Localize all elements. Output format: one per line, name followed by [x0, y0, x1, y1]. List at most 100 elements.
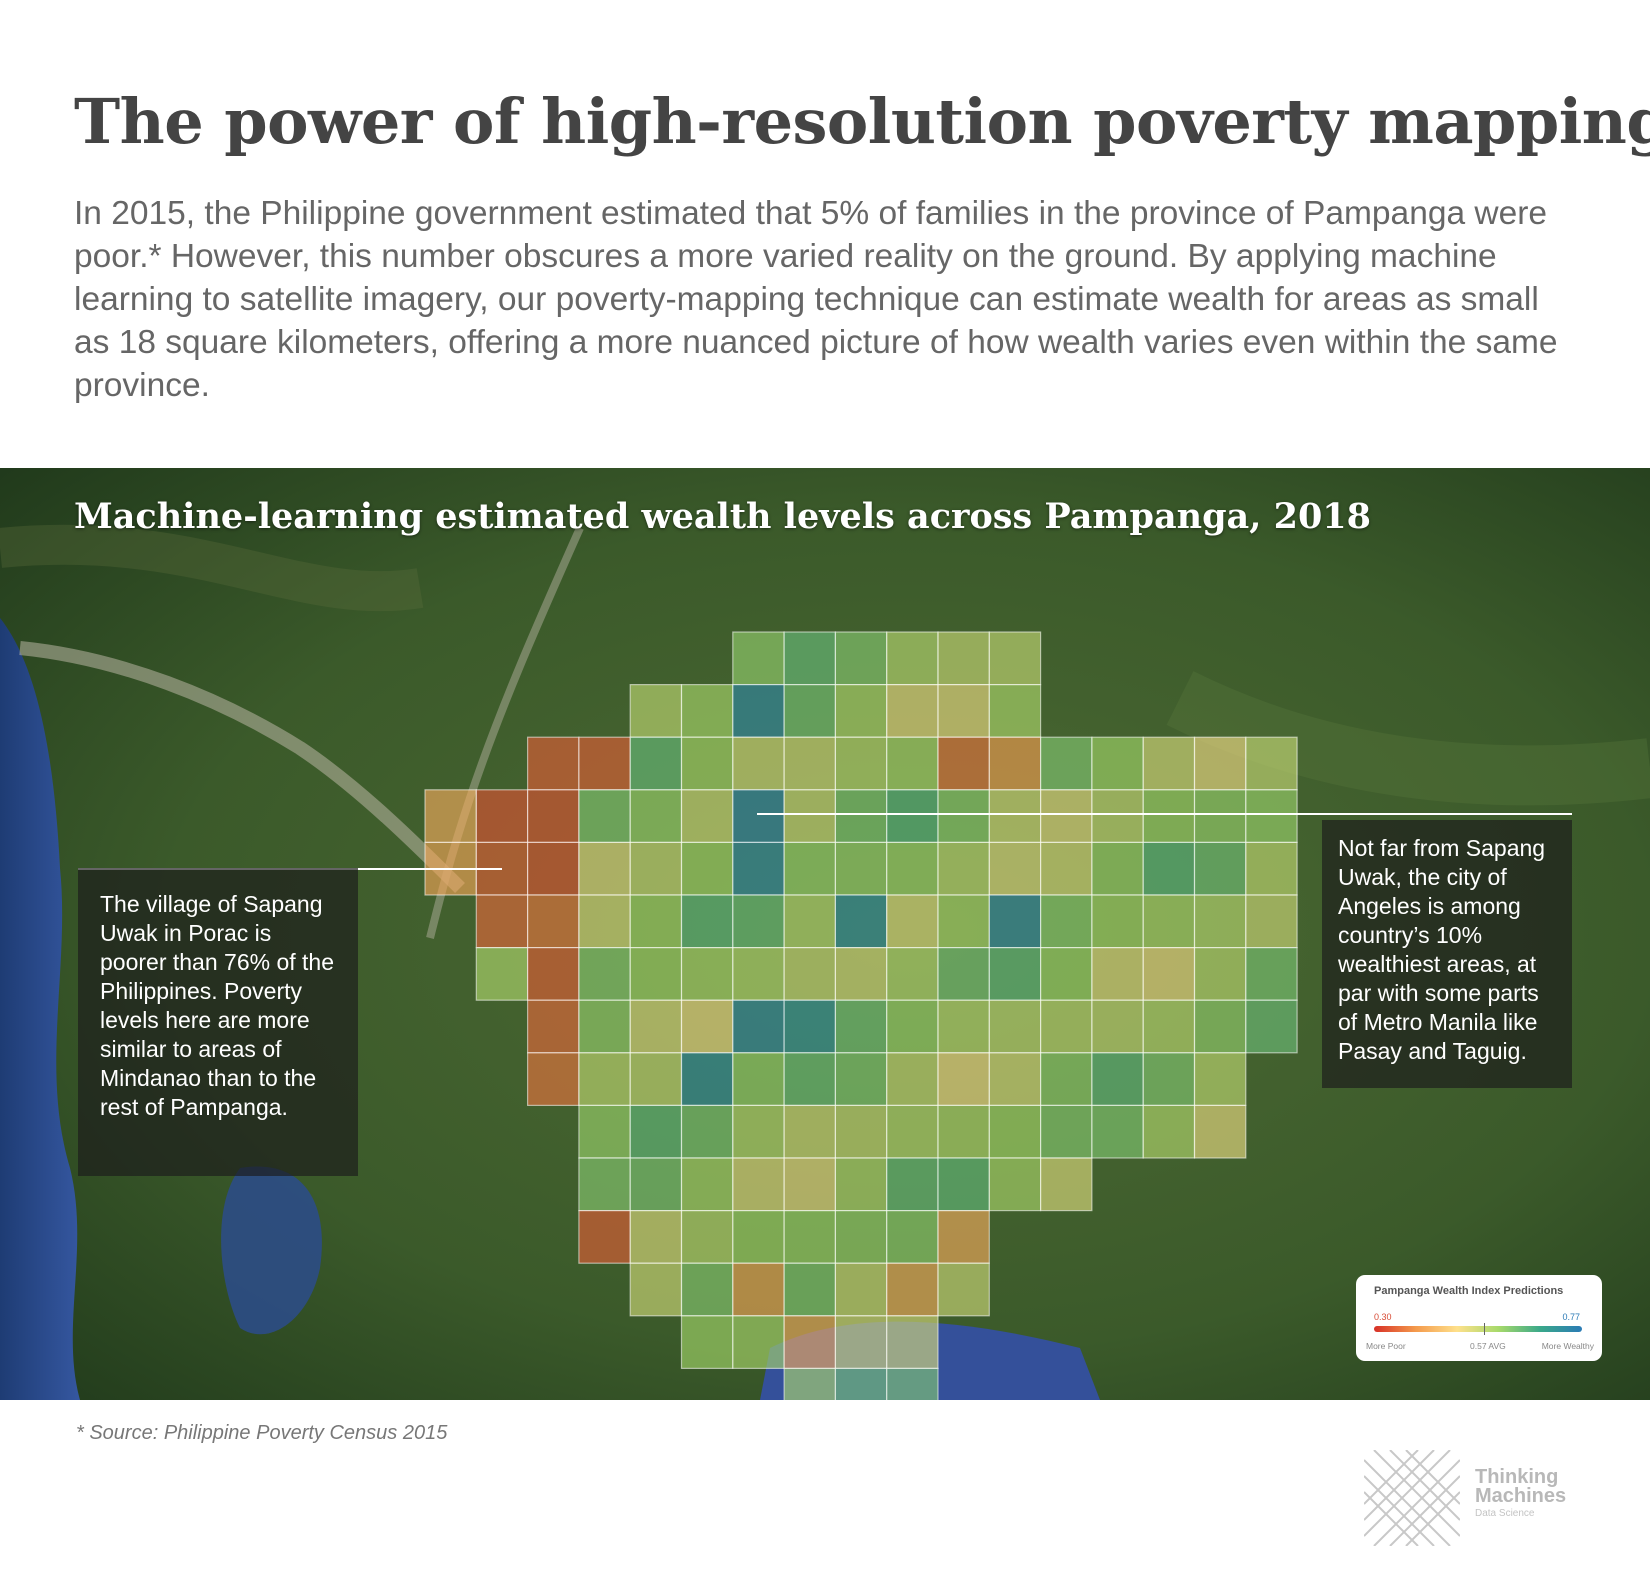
wealth-cell: [1245, 789, 1298, 843]
legend-title: Pampanga Wealth Index Predictions: [1374, 1285, 1564, 1297]
intro-paragraph: In 2015, the Philippine government estim…: [74, 195, 1558, 404]
wealth-cell: [783, 999, 836, 1054]
wealth-cell: [680, 999, 734, 1054]
wealth-cell: [783, 1104, 836, 1159]
legend-max-label: 0.77: [1562, 1312, 1580, 1322]
wealth-cell: [988, 1104, 1042, 1159]
wealth-cell: [578, 1052, 631, 1106]
logo-wordmark: Thinking Machines Data Science: [1475, 1467, 1567, 1522]
wealth-cell: [1245, 736, 1298, 791]
wealth-cell: [783, 789, 836, 843]
source-note: * Source: Philippine Poverty Census 2015: [76, 1422, 448, 1444]
wealth-grid: [424, 631, 1298, 1400]
wealth-cell: [680, 1209, 734, 1264]
wealth-cell: [937, 894, 990, 949]
wealth-cell: [1245, 894, 1298, 949]
wealth-cell: [680, 1262, 734, 1317]
wealth-cell: [1091, 789, 1144, 843]
wealth-cell: [680, 1315, 734, 1369]
wealth-cell: [526, 947, 580, 1001]
map-title: Machine-learning estimated wealth levels…: [74, 496, 1371, 537]
wealth-cell: [1193, 947, 1247, 1001]
wealth-cell: [629, 1209, 683, 1264]
wealth-cell: [732, 841, 785, 896]
wealth-cell: [732, 1157, 785, 1212]
wealth-cell: [732, 999, 785, 1054]
wealth-cell: [783, 947, 836, 1001]
wealth-cell: [629, 684, 683, 738]
wealth-cell: [1091, 947, 1144, 1001]
wealth-cell: [1142, 1052, 1196, 1106]
wealth-cell: [629, 1104, 683, 1159]
wealth-cell: [578, 894, 631, 949]
wealth-cell: [988, 1052, 1042, 1106]
wealth-cell: [629, 789, 683, 843]
wealth-cell: [834, 1209, 888, 1264]
wealth-cell: [937, 999, 990, 1054]
wealth-cell: [629, 1157, 683, 1212]
wealth-cell: [886, 789, 939, 843]
wealth-cell: [988, 736, 1042, 791]
wealth-cell: [578, 947, 631, 1001]
wealth-cell: [783, 736, 836, 791]
wealth-cell: [834, 894, 888, 949]
wealth-cell: [1039, 894, 1093, 949]
wealth-cell: [886, 1157, 939, 1212]
wealth-cell: [886, 1262, 939, 1317]
wealth-cell: [475, 947, 529, 1001]
wealth-cell: [988, 894, 1042, 949]
wealth-cell: [937, 789, 990, 843]
wealth-cell: [1193, 789, 1247, 843]
wealth-cell: [783, 684, 836, 738]
logo-line-2: Machines: [1475, 1485, 1567, 1507]
wealth-cell: [732, 684, 785, 738]
wealth-cell: [783, 1157, 836, 1212]
wealth-cell: [1193, 841, 1247, 896]
wealth-cell: [834, 1315, 888, 1369]
wealth-cell: [732, 1315, 785, 1369]
wealth-cell: [988, 841, 1042, 896]
wealth-cell: [732, 894, 785, 949]
wealth-cell: [1039, 736, 1093, 791]
wealth-cell: [988, 684, 1042, 738]
wealth-cell: [1091, 1104, 1144, 1159]
wealth-cell: [834, 789, 888, 843]
wealth-cell: [424, 789, 477, 843]
wealth-cell: [680, 1157, 734, 1212]
wealth-cell: [783, 894, 836, 949]
wealth-cell: [732, 1052, 785, 1106]
wealth-cell: [732, 736, 785, 791]
wealth-cell: [1245, 999, 1298, 1054]
terrain-band: [0, 524, 424, 612]
wealth-cell: [834, 947, 888, 1001]
legend-wealthy-label: More Wealthy: [1541, 1341, 1594, 1351]
wealth-cell: [680, 894, 734, 949]
wealth-cell: [886, 736, 939, 791]
wealth-cell: [732, 1209, 785, 1264]
wealth-cell: [988, 999, 1042, 1054]
wealth-cell: [783, 1209, 836, 1264]
annotation-sapang-uwak: The village of Sapang Uwak in Porac is p…: [78, 868, 358, 1176]
wealth-cell: [680, 947, 734, 1001]
thinking-machines-logo-icon: [1364, 1450, 1460, 1546]
wealth-cell: [475, 789, 529, 843]
wealth-cell: [834, 684, 888, 738]
wealth-cell: [1091, 1052, 1144, 1106]
wealth-cell: [1039, 999, 1093, 1054]
legend-min-label: 0.30: [1374, 1312, 1392, 1322]
wealth-cell: [937, 841, 990, 896]
annotation-angeles: Not far from Sapang Uwak, the city of An…: [1322, 820, 1572, 1088]
wealth-cell: [886, 631, 939, 686]
wealth-cell: [1039, 841, 1093, 896]
wealth-cell: [783, 841, 836, 896]
wealth-cell: [1091, 736, 1144, 791]
wealth-cell: [937, 736, 990, 791]
wealth-cell: [937, 1157, 990, 1212]
wealth-cell: [886, 1367, 939, 1400]
legend-avg-tick: [1484, 1323, 1485, 1335]
wealth-cell: [629, 1052, 683, 1106]
wealth-cell: [475, 894, 529, 949]
wealth-cell: [1142, 1104, 1196, 1159]
wealth-cell: [578, 1104, 631, 1159]
wealth-cell: [629, 736, 683, 791]
